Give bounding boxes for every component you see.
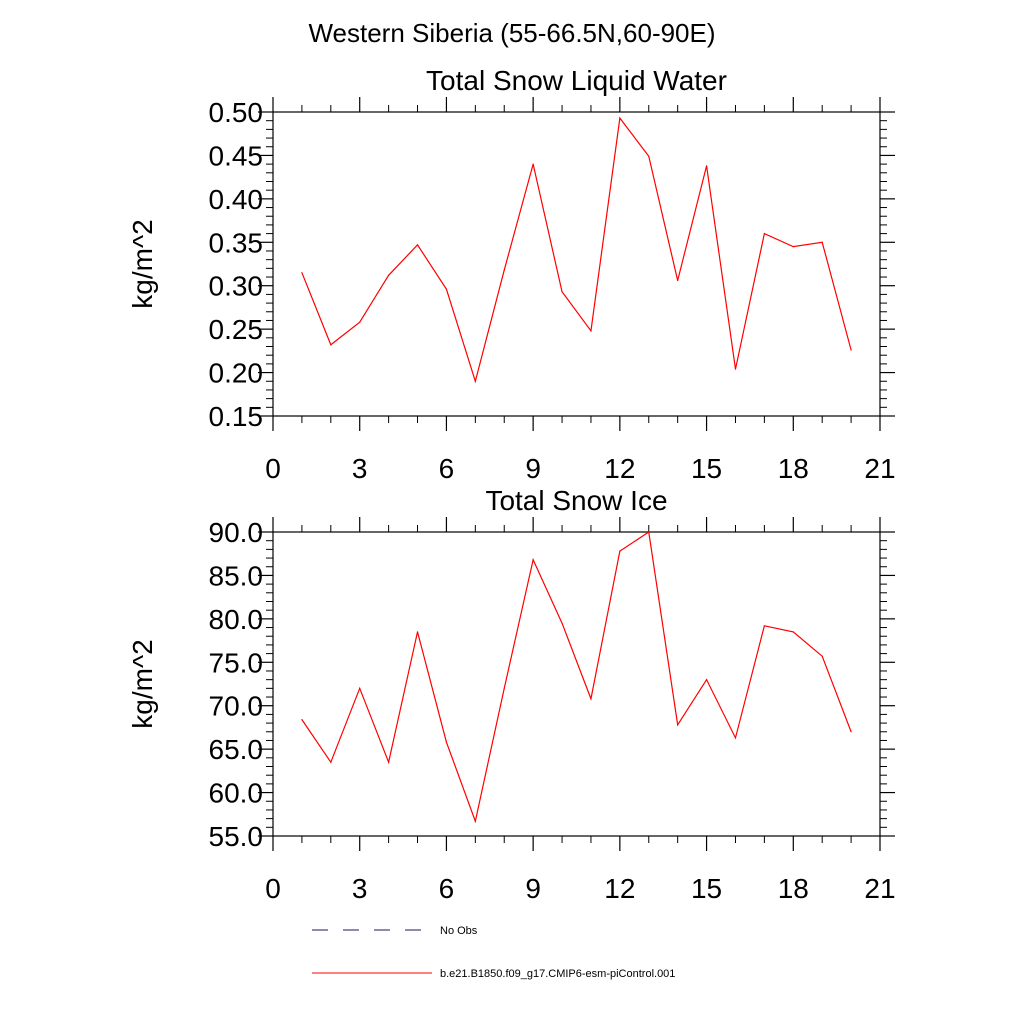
series-1 bbox=[301, 116, 852, 384]
data-point bbox=[763, 625, 765, 627]
y-axis: 55.0 60.0 65.0 70.0 75.0 80.0 85.0 90.0 bbox=[209, 517, 895, 852]
data-point bbox=[619, 117, 621, 119]
x-axis: 0 3 6 9 12 15 18 21 bbox=[265, 97, 896, 484]
y-tick-label: 0.25 bbox=[209, 314, 264, 345]
data-point bbox=[705, 165, 708, 167]
series-line bbox=[301, 530, 852, 824]
data-point bbox=[416, 631, 419, 633]
data-point bbox=[677, 279, 679, 282]
data-point bbox=[734, 737, 737, 739]
x-tick-label: 0 bbox=[265, 453, 281, 484]
y-tick-label: 60.0 bbox=[209, 778, 264, 809]
y-tick-label: 0.40 bbox=[209, 184, 264, 215]
y-tick-label: 0.15 bbox=[209, 401, 264, 432]
data-point bbox=[792, 246, 794, 248]
chart-title: Total Snow Liquid Water bbox=[426, 65, 727, 96]
data-point bbox=[734, 368, 737, 370]
x-tick-label: 12 bbox=[604, 873, 635, 904]
legend-entry: b.e21.B1850.f09_g17.CMIP6-esm-piControl.… bbox=[312, 968, 675, 980]
data-point bbox=[388, 761, 390, 763]
data-point bbox=[561, 291, 563, 293]
data-point bbox=[503, 687, 505, 689]
data-point bbox=[705, 679, 708, 681]
legend-label: b.e21.B1850.f09_g17.CMIP6-esm-piControl.… bbox=[440, 968, 675, 980]
x-tick-label: 15 bbox=[691, 873, 722, 904]
x-tick-label: 3 bbox=[352, 873, 368, 904]
y-tick-label: 75.0 bbox=[209, 647, 264, 678]
data-point bbox=[821, 655, 823, 657]
x-tick-label: 21 bbox=[864, 453, 895, 484]
y-tick-label: 85.0 bbox=[209, 560, 264, 591]
data-point bbox=[532, 559, 534, 561]
y-tick-label: 0.50 bbox=[209, 97, 264, 128]
data-point bbox=[792, 631, 794, 633]
y-tick-label: 80.0 bbox=[209, 604, 264, 635]
x-tick-label: 9 bbox=[525, 873, 541, 904]
data-point bbox=[590, 330, 592, 332]
y-tick-label: 65.0 bbox=[209, 734, 264, 765]
legend-label: No Obs bbox=[440, 925, 478, 937]
data-point bbox=[330, 344, 332, 346]
data-point bbox=[474, 820, 476, 822]
data-point bbox=[445, 288, 448, 290]
data-point bbox=[503, 269, 505, 271]
x-tick-label: 15 bbox=[691, 453, 722, 484]
data-point bbox=[763, 233, 765, 235]
y-tick-label: 0.30 bbox=[209, 271, 264, 302]
x-tick-label: 18 bbox=[778, 873, 809, 904]
data-point bbox=[850, 731, 852, 733]
data-point bbox=[590, 698, 592, 700]
x-axis: 0 3 6 9 12 15 18 21 bbox=[265, 517, 896, 904]
data-point bbox=[532, 163, 534, 165]
chart-panel-2: Total Snow Ice 0 3 6 9 12 15 18 21 55.0 60.0 65.0 70… bbox=[127, 485, 896, 904]
data-point bbox=[359, 687, 361, 689]
data-point bbox=[301, 272, 303, 274]
x-tick-label: 18 bbox=[778, 453, 809, 484]
legend-entry: No Obs bbox=[312, 925, 478, 937]
data-point bbox=[561, 622, 563, 624]
x-tick-label: 12 bbox=[604, 453, 635, 484]
data-point bbox=[821, 241, 823, 243]
data-point bbox=[301, 719, 303, 721]
y-tick-label: 55.0 bbox=[209, 821, 264, 852]
data-point bbox=[648, 531, 650, 533]
series-1 bbox=[301, 530, 852, 824]
y-axis-label: kg/m^2 bbox=[127, 639, 158, 728]
data-point bbox=[850, 349, 852, 351]
chart-title: Total Snow Ice bbox=[485, 485, 667, 516]
data-point bbox=[388, 274, 390, 276]
x-tick-label: 6 bbox=[439, 453, 455, 484]
data-point bbox=[416, 244, 419, 246]
plot-frame bbox=[272, 111, 881, 417]
series-line bbox=[301, 116, 852, 384]
data-point bbox=[677, 724, 679, 726]
figure-title: Western Siberia (55-66.5N,60-90E) bbox=[308, 18, 715, 48]
data-point bbox=[445, 741, 448, 743]
x-tick-label: 21 bbox=[864, 873, 895, 904]
data-point bbox=[474, 380, 476, 382]
x-tick-label: 3 bbox=[352, 453, 368, 484]
data-point bbox=[330, 761, 332, 763]
data-point bbox=[648, 155, 650, 157]
data-point bbox=[619, 550, 621, 552]
y-tick-label: 70.0 bbox=[209, 691, 264, 722]
y-tick-label: 90.0 bbox=[209, 517, 264, 548]
y-tick-label: 0.45 bbox=[209, 140, 264, 171]
plot-frame bbox=[272, 531, 881, 837]
data-point bbox=[359, 321, 361, 323]
y-axis-label: kg/m^2 bbox=[127, 219, 158, 308]
y-axis: 0.15 0.20 0.25 0.30 0.35 0.40 0.45 0.50 bbox=[209, 97, 895, 432]
legend: No Obs b.e21.B1850.f09_g17.CMIP6-esm-piCo… bbox=[312, 925, 675, 980]
x-tick-label: 6 bbox=[439, 873, 455, 904]
x-tick-label: 0 bbox=[265, 873, 281, 904]
x-tick-label: 9 bbox=[525, 453, 541, 484]
y-tick-label: 0.20 bbox=[209, 358, 264, 389]
y-tick-label: 0.35 bbox=[209, 227, 264, 258]
